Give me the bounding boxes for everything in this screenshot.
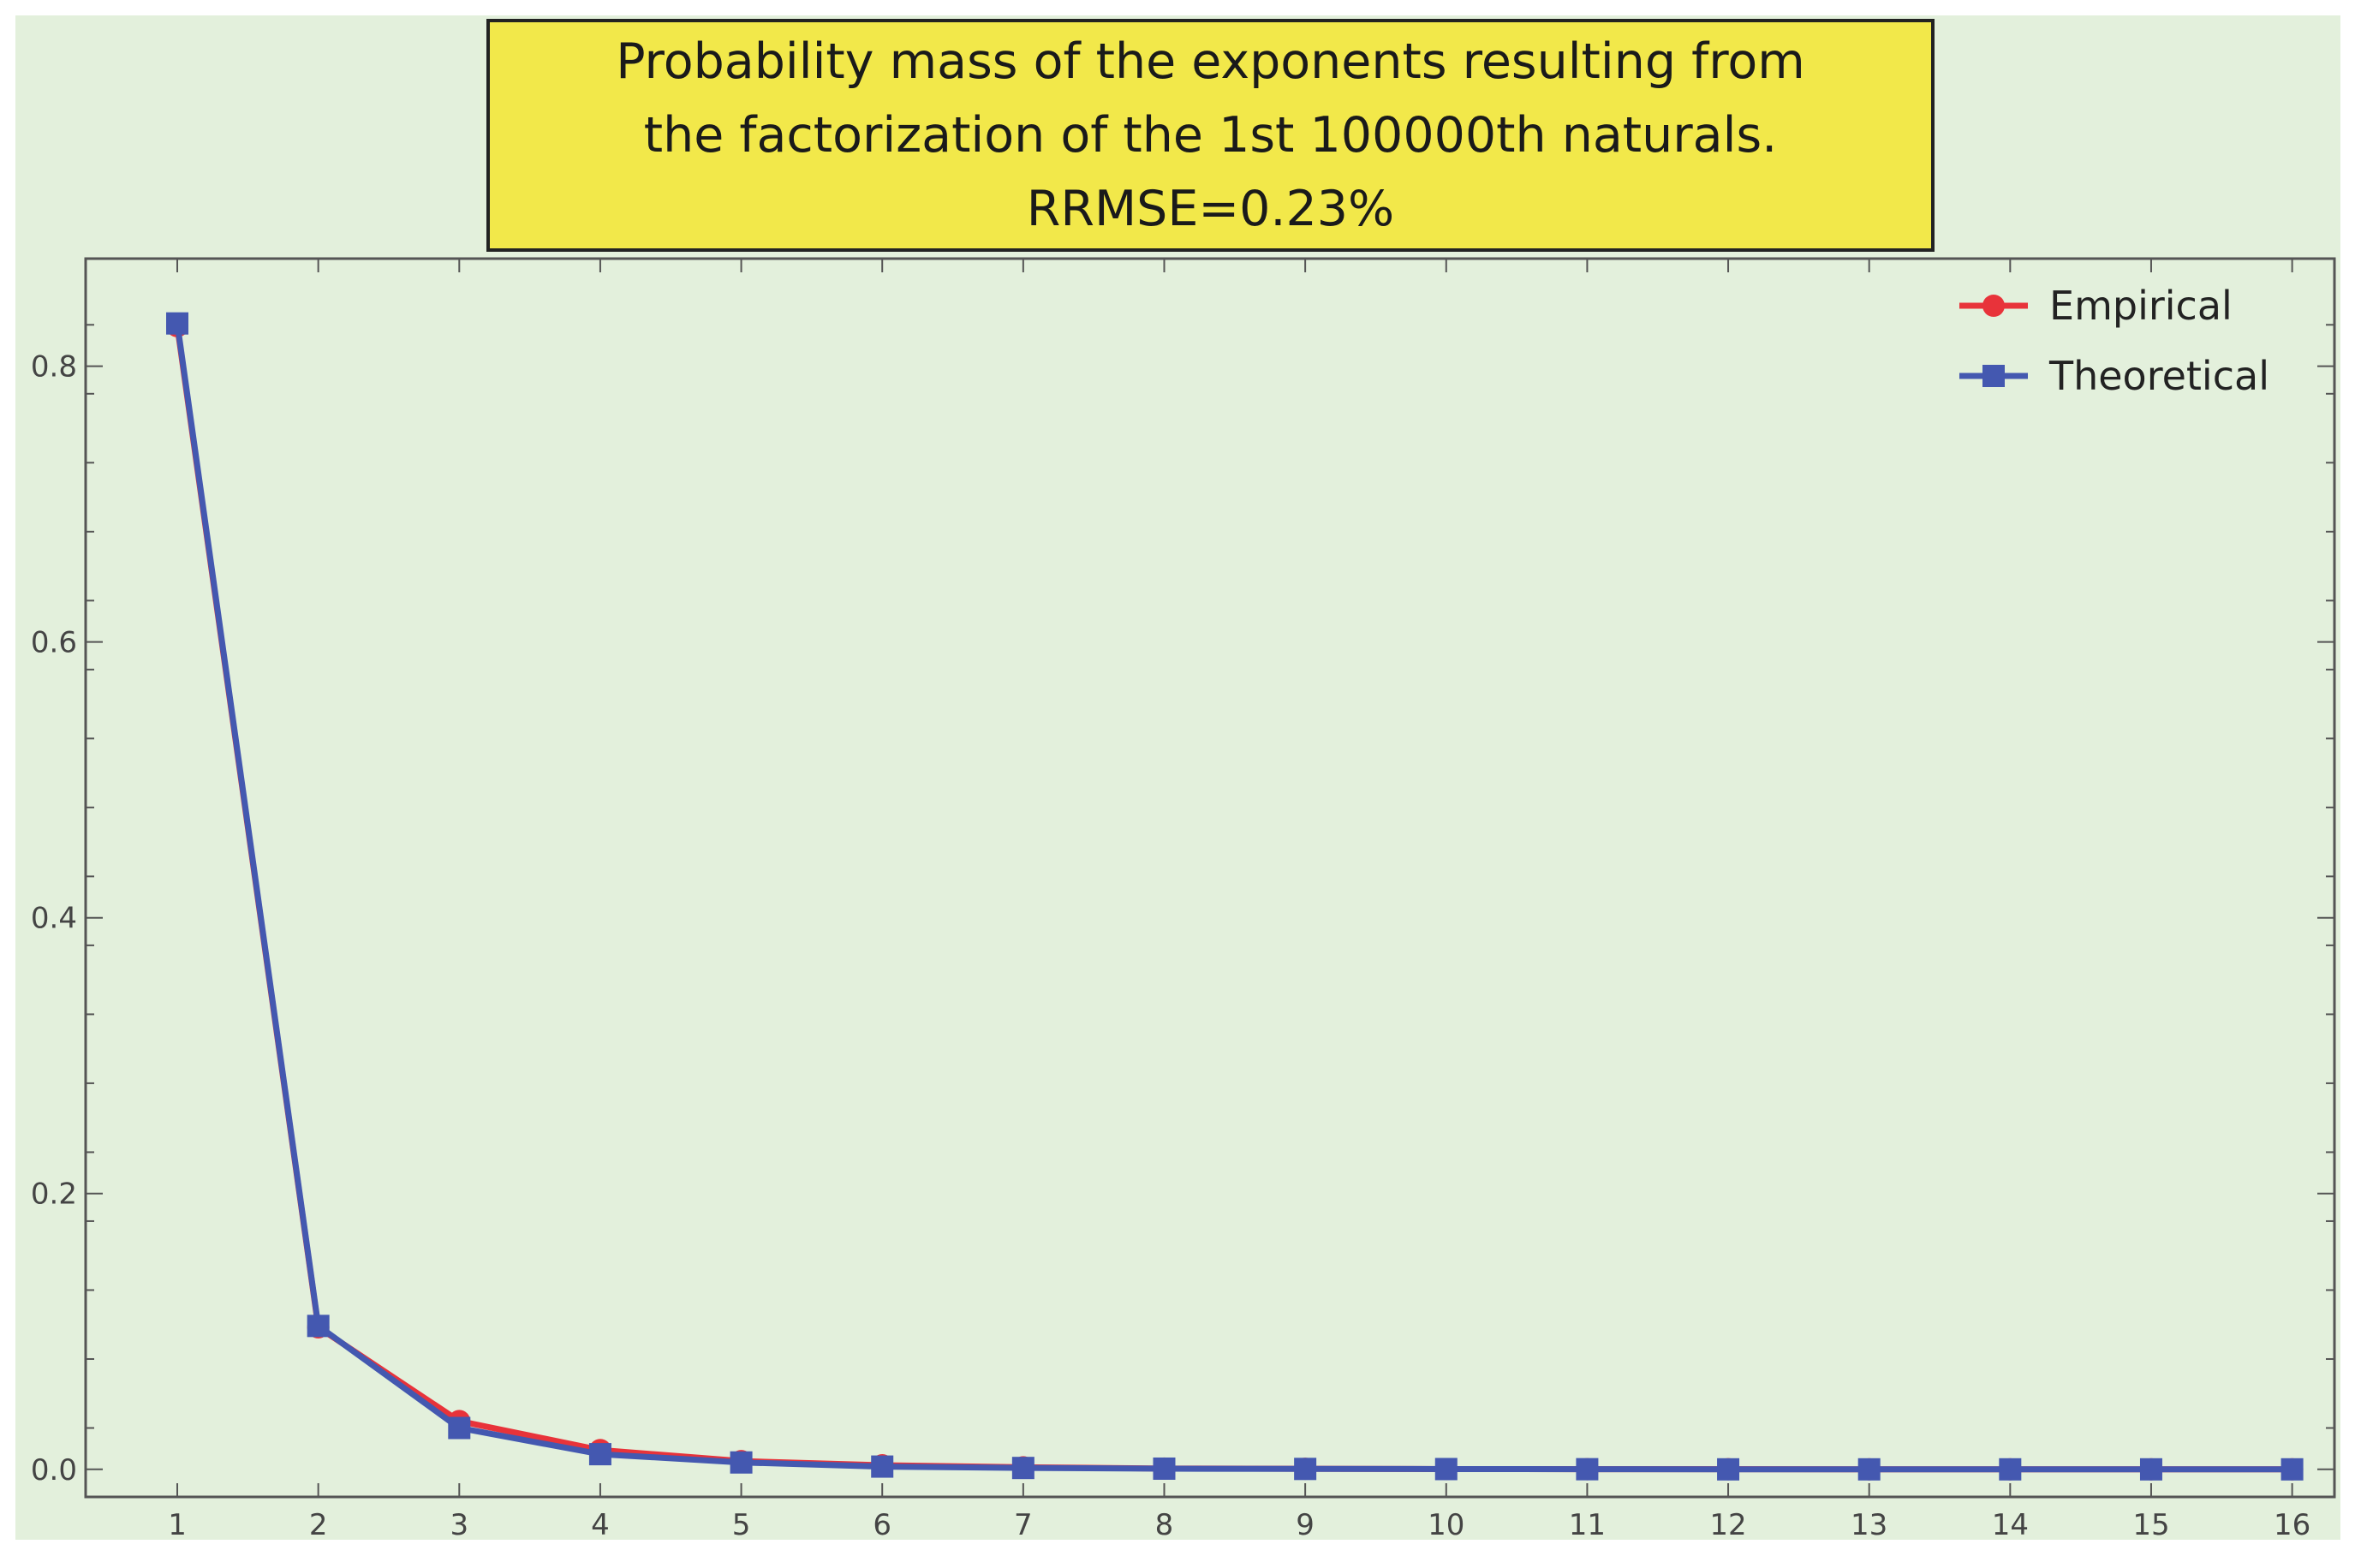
theoretical-point	[1999, 1458, 2022, 1481]
y-tick-label: 0.2	[31, 1177, 77, 1212]
theoretical-point	[1011, 1457, 1034, 1480]
theoretical-point	[2280, 1458, 2304, 1481]
x-tick-label: 12	[1709, 1508, 1746, 1542]
x-tick-label: 7	[1014, 1508, 1033, 1542]
x-tick-label: 1	[168, 1508, 187, 1542]
y-tick-label: 0.8	[31, 350, 77, 385]
legend: Empirical Theoretical	[1959, 283, 2269, 399]
x-tick-label: 14	[1992, 1508, 2029, 1542]
theoretical-series-line	[174, 323, 2292, 1473]
y-tick-label: 0.4	[31, 902, 77, 936]
x-tick-label: 6	[873, 1508, 891, 1542]
x-tick-label: 10	[1428, 1508, 1464, 1542]
theoretical-point	[2139, 1458, 2162, 1481]
theoretical-point	[871, 1455, 894, 1478]
theoretical-point	[1294, 1458, 1317, 1481]
theoretical-point	[166, 312, 189, 335]
theoretical-point	[1434, 1458, 1458, 1481]
x-tick-label: 16	[2274, 1508, 2310, 1542]
plot-area-frame	[84, 257, 2336, 1499]
chart-title: Probability mass of the exponents result…	[616, 33, 1805, 237]
theoretical-legend-label: Theoretical	[2048, 353, 2269, 399]
theoretical-point	[1857, 1458, 1881, 1481]
x-tick-label: 15	[2132, 1508, 2169, 1542]
x-tick-label: 3	[450, 1508, 468, 1542]
series-layer	[166, 312, 2304, 1481]
x-tick-label: 11	[1569, 1508, 1606, 1542]
x-tick-label: 8	[1155, 1508, 1174, 1542]
x-tick-label: 9	[1296, 1508, 1315, 1542]
theoretical-point	[1576, 1458, 1599, 1481]
y-tick-label: 0.6	[31, 626, 77, 660]
theoretical-point	[730, 1451, 753, 1474]
x-axis: 1 2 3 4 5 6 7 8 9 10 11 12 13 14 15 16	[168, 259, 2310, 1542]
theoretical-point	[588, 1443, 611, 1466]
x-tick-label: 5	[732, 1508, 751, 1542]
theoretical-point	[1153, 1457, 1176, 1480]
theoretical-point	[1717, 1458, 1740, 1481]
y-axis: 0.0 0.2 0.4 0.6 0.8	[31, 324, 2334, 1498]
x-tick-label: 2	[309, 1508, 328, 1542]
theoretical-point	[307, 1315, 330, 1338]
empirical-legend-marker	[1982, 295, 2005, 317]
x-tick-label: 4	[591, 1508, 610, 1542]
theoretical-legend-marker	[1982, 365, 2005, 387]
empirical-legend-label: Empirical	[2049, 283, 2233, 329]
y-tick-label: 0.0	[31, 1453, 77, 1488]
x-tick-label: 13	[1851, 1508, 1887, 1542]
theoretical-point	[448, 1416, 471, 1440]
chart-title-box: Probability mass of the exponents result…	[486, 19, 1935, 252]
